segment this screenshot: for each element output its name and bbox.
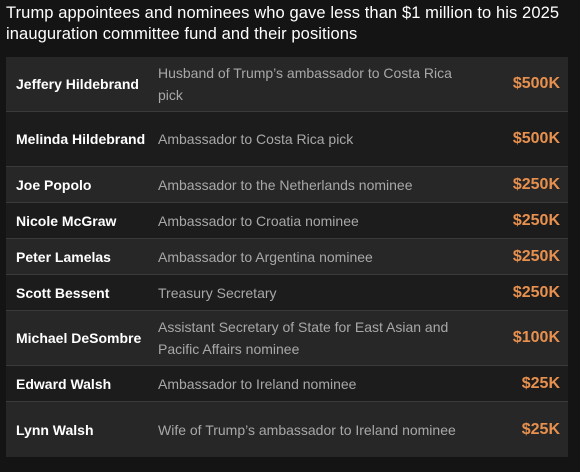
row-amount: $25K bbox=[521, 374, 560, 392]
row-position: Ambassador to Croatia nominee bbox=[158, 212, 359, 229]
table-title: Trump appointees and nominees who gave l… bbox=[6, 4, 560, 43]
row-position: Wife of Trump’s ambassador to Ireland no… bbox=[158, 421, 456, 438]
table-row: Edward Walsh Ambassador to Ireland nomin… bbox=[6, 366, 568, 402]
row-amount: $100K bbox=[512, 329, 560, 346]
row-name: Scott Bessent bbox=[16, 284, 110, 301]
row-amount: $250K bbox=[512, 175, 560, 193]
row-position: Husband of Trump’s ambassador to Costa R… bbox=[158, 65, 452, 103]
row-amount: $25K bbox=[521, 420, 560, 438]
donor-table: Jeffery Hildebrand Husband of Trump’s am… bbox=[6, 57, 568, 457]
row-position: Treasury Secretary bbox=[158, 284, 277, 301]
row-name: Peter Lamelas bbox=[16, 248, 111, 265]
row-position: Ambassador to Costa Rica pick bbox=[158, 131, 354, 147]
row-name: Edward Walsh bbox=[16, 375, 112, 392]
row-position: Ambassador to Ireland nominee bbox=[158, 375, 357, 392]
table-row: Joe Popolo Ambassador to the Netherlands… bbox=[6, 167, 568, 203]
row-name: Melinda Hildebrand bbox=[16, 131, 146, 147]
table-row: Lynn Walsh Wife of Trump’s ambassador to… bbox=[6, 402, 568, 457]
row-name: Lynn Walsh bbox=[16, 421, 94, 438]
row-amount: $250K bbox=[512, 211, 560, 229]
row-position: Assistant Secretary of State for East As… bbox=[158, 319, 449, 357]
table-row: Nicole McGraw Ambassador to Croatia nomi… bbox=[6, 203, 568, 239]
row-position: Ambassador to Argentina nominee bbox=[158, 248, 373, 265]
table-row: Scott Bessent Treasury Secretary $250K bbox=[6, 275, 568, 311]
row-name: Jeffery Hildebrand bbox=[16, 76, 139, 92]
table-row: Jeffery Hildebrand Husband of Trump’s am… bbox=[6, 57, 568, 112]
table-row: Melinda Hildebrand Ambassador to Costa R… bbox=[6, 112, 568, 167]
row-amount: $250K bbox=[512, 283, 560, 301]
row-name: Michael DeSombre bbox=[16, 330, 142, 346]
row-name: Joe Popolo bbox=[16, 176, 92, 193]
table-row: Peter Lamelas Ambassador to Argentina no… bbox=[6, 239, 568, 275]
row-name: Nicole McGraw bbox=[16, 212, 117, 229]
table-row: Michael DeSombre Assistant Secretary of … bbox=[6, 311, 568, 366]
row-amount: $500K bbox=[512, 130, 560, 147]
row-position: Ambassador to the Netherlands nominee bbox=[158, 176, 413, 193]
row-amount: $250K bbox=[512, 247, 560, 265]
row-amount: $500K bbox=[512, 75, 560, 92]
